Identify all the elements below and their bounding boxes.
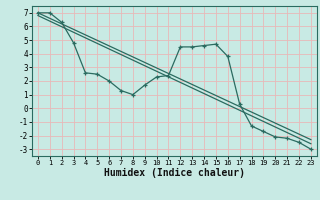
X-axis label: Humidex (Indice chaleur): Humidex (Indice chaleur) xyxy=(104,168,245,178)
